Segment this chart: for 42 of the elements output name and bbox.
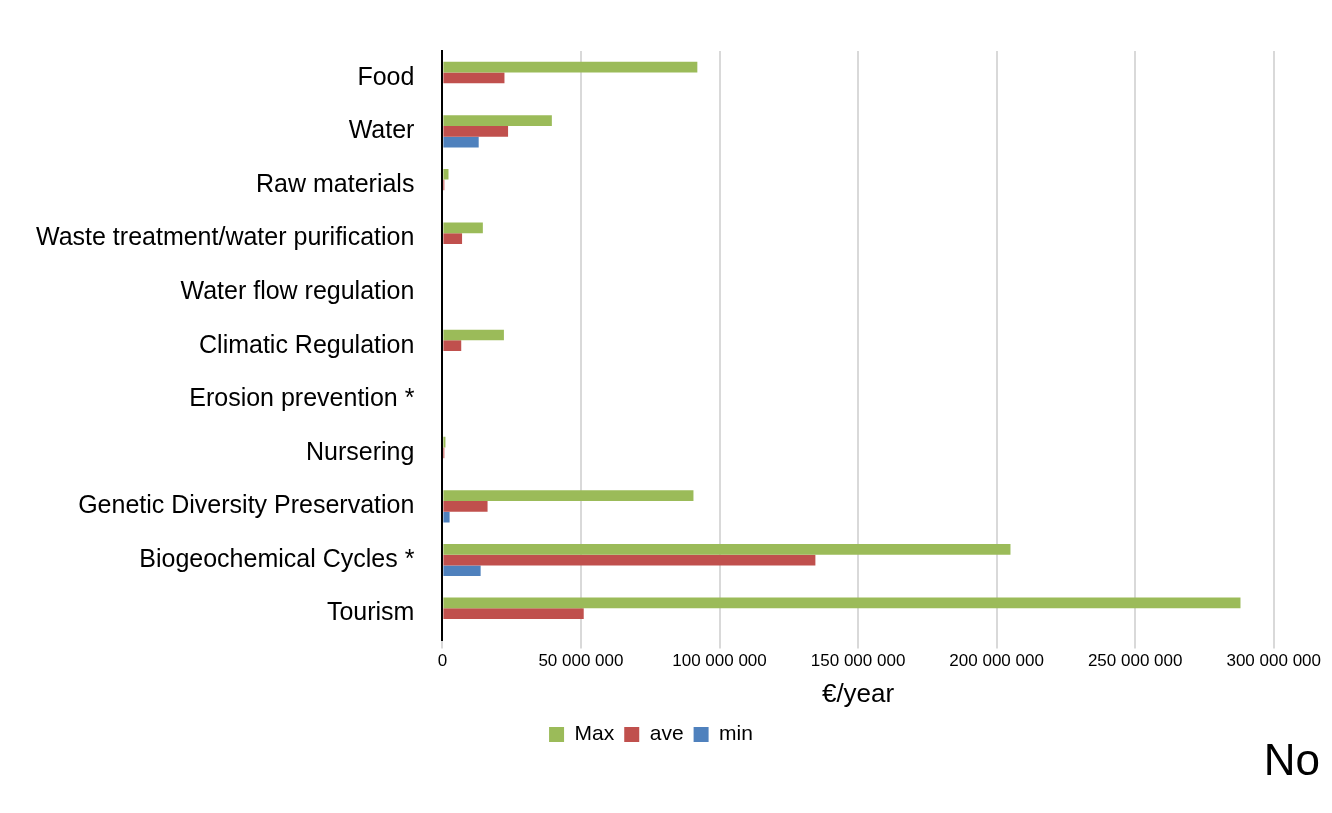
y-tick-label: Food [357, 61, 415, 90]
bar [443, 436, 446, 448]
bar [443, 136, 479, 148]
bar [443, 340, 462, 352]
bar [443, 126, 509, 137]
x-tick-label: 100 000 000 [672, 651, 767, 671]
bar [443, 543, 1011, 555]
x-tick-label: 50 000 000 [538, 651, 624, 671]
bar [443, 115, 552, 127]
bar [443, 222, 483, 234]
bar [443, 597, 1241, 609]
bar [443, 565, 481, 577]
bar [443, 233, 463, 244]
bar [443, 501, 488, 512]
x-tick-label: 300 000 000 [1226, 651, 1321, 671]
y-tick-label: Raw materials [256, 168, 415, 197]
bar [443, 168, 449, 180]
bar [443, 608, 584, 619]
y-tick-label: Genetic Diversity Preservation [78, 490, 415, 519]
x-tick-label: 250 000 000 [1087, 651, 1183, 671]
y-tick-label: Biogeochemical Cycles * [139, 543, 415, 572]
legend-label: min [719, 721, 753, 745]
bar [443, 490, 694, 502]
bar [443, 329, 504, 341]
y-tick-label: Water [348, 115, 415, 144]
y-tick-label: Nursering [306, 436, 415, 465]
x-tick-label: 200 000 000 [949, 651, 1044, 671]
bar [443, 511, 450, 523]
y-tick-label: Waste treatment/water purification [35, 222, 415, 251]
bar [443, 554, 816, 566]
legend-label: ave [649, 721, 684, 745]
y-tick-label: Tourism [326, 597, 415, 626]
y-tick-label: Climatic Regulation [199, 329, 415, 358]
text: No [1263, 735, 1320, 785]
legend-label: Max [574, 721, 615, 745]
x-tick-label: 0 [437, 651, 448, 671]
bar [443, 72, 505, 84]
x-tick-label: 150 000 000 [810, 651, 906, 671]
x-axis-title: €/year [821, 677, 895, 708]
y-tick-label: Water flow regulation [180, 276, 415, 305]
y-tick-label: Erosion prevention * [189, 383, 415, 412]
bar [443, 61, 698, 73]
